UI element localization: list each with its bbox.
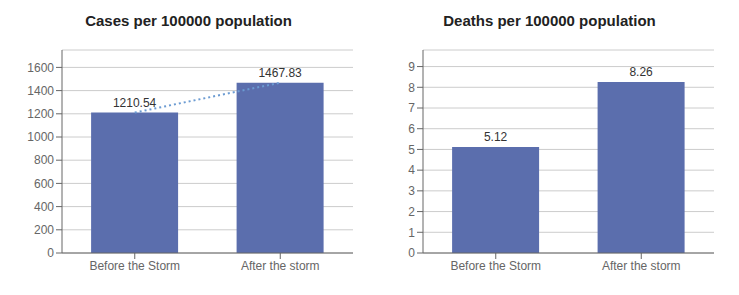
html-text:Deaths per 100000 population: Deaths per 100000 population	[443, 12, 656, 29]
svg-text:1400: 1400	[27, 84, 54, 98]
svg-text:4: 4	[408, 163, 415, 177]
svg-text:After the storm: After the storm	[602, 259, 681, 273]
html-text:Cases per 100000 population: Cases per 100000 population	[85, 12, 292, 29]
svg-text:0: 0	[47, 246, 54, 260]
svg-text:1: 1	[408, 226, 415, 240]
svg-text:2: 2	[408, 205, 415, 219]
svg-text:1000: 1000	[27, 130, 54, 144]
svg-text:5.12: 5.12	[484, 130, 508, 144]
svg-text:Before the Storm: Before the Storm	[450, 259, 541, 273]
svg-text:1467.83: 1467.83	[258, 66, 302, 80]
svg-text:Before the Storm: Before the Storm	[89, 259, 180, 273]
svg-text:200: 200	[34, 223, 54, 237]
svg-text:1600: 1600	[27, 61, 54, 75]
svg-text:400: 400	[34, 200, 54, 214]
svg-text:8.26: 8.26	[629, 65, 653, 79]
svg-text:0: 0	[408, 246, 415, 260]
svg-text:1210.54: 1210.54	[113, 96, 157, 110]
svg-text:3: 3	[408, 184, 415, 198]
svg-text:800: 800	[34, 153, 54, 167]
svg-text:5: 5	[408, 143, 415, 157]
svg-text:8: 8	[408, 81, 415, 95]
svg-text:After the storm: After the storm	[241, 259, 320, 273]
svg-text:9: 9	[408, 60, 415, 74]
svg-text:600: 600	[34, 177, 54, 191]
svg-text:1200: 1200	[27, 107, 54, 121]
svg-text:6: 6	[408, 122, 415, 136]
svg-text:7: 7	[408, 101, 415, 115]
